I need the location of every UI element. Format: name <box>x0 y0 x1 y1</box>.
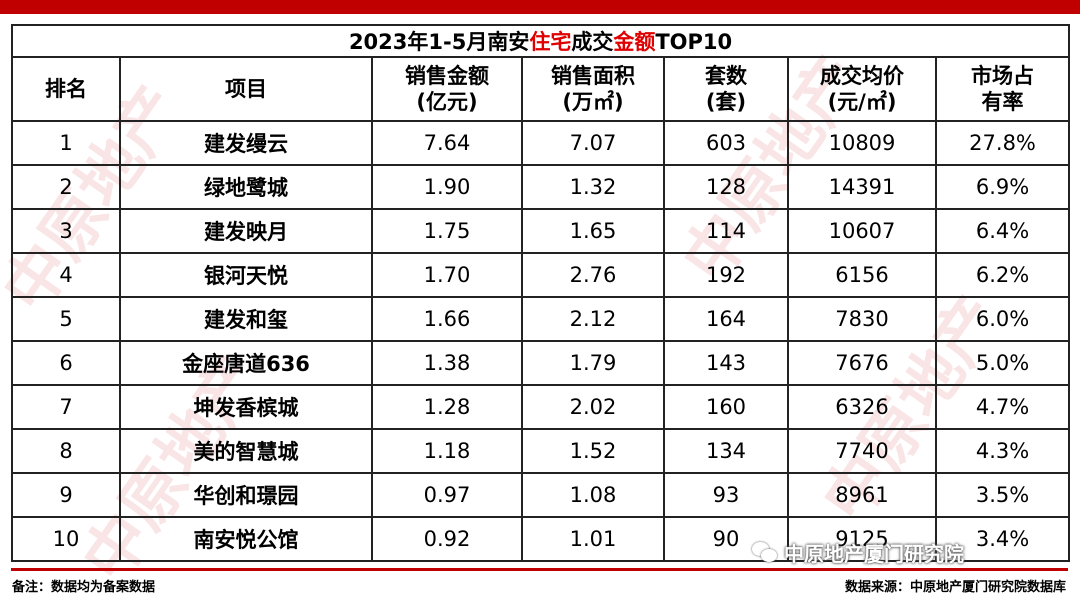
table-row: 10 南安悦公馆 0.92 1.01 90 9125 3.4% <box>11 516 1071 562</box>
share-cell: 6.2% <box>934 252 1071 298</box>
footer-source: 数据来源：中原地产厦门研究院数据库 <box>844 580 1066 595</box>
share-cell: 5.0% <box>934 340 1071 386</box>
project-cell: 建发和玺 <box>119 296 373 342</box>
amount-cell: 1.75 <box>371 208 523 254</box>
amount-cell: 1.28 <box>371 384 523 430</box>
top-red-bar <box>0 0 1080 14</box>
project-cell: 建发映月 <box>119 208 373 254</box>
area-cell: 1.08 <box>521 472 665 518</box>
rank-cell: 2 <box>11 164 121 210</box>
area-cell: 1.52 <box>521 428 665 474</box>
units-cell: 192 <box>663 252 789 298</box>
footer-note: 备注：数据均为备案数据 <box>12 580 156 595</box>
area-cell: 2.02 <box>521 384 665 430</box>
price-cell: 6156 <box>787 252 937 298</box>
header-units: 套数 (套) <box>663 56 789 122</box>
price-cell: 7676 <box>787 340 937 386</box>
share-cell: 3.5% <box>934 472 1071 518</box>
units-cell: 128 <box>663 164 789 210</box>
share-cell: 27.8% <box>934 120 1071 166</box>
rank-cell: 10 <box>11 516 121 562</box>
wechat-icon <box>752 541 778 564</box>
table-row: 4 银河天悦 1.70 2.76 192 6156 6.2% <box>11 252 1071 298</box>
header-area: 销售面积 (万㎡) <box>521 56 665 122</box>
wechat-badge: 中原地产厦门研究院 <box>752 538 964 567</box>
header-price: 成交均价 (元/㎡) <box>787 56 937 122</box>
units-cell: 143 <box>663 340 789 386</box>
table-row: 5 建发和玺 1.66 2.12 164 7830 6.0% <box>11 296 1071 342</box>
area-cell: 1.79 <box>521 340 665 386</box>
title-highlight: 金额 <box>613 30 656 54</box>
header-rank: 排名 <box>11 56 121 122</box>
share-cell: 4.7% <box>934 384 1071 430</box>
share-cell: 3.4% <box>934 516 1071 562</box>
rank-cell: 4 <box>11 252 121 298</box>
ranking-table: 2023年1-5月南安住宅成交金额TOP10 排名 项目 销售金额 (亿元) 销售… <box>10 24 1071 562</box>
table-title: 2023年1-5月南安住宅成交金额TOP10 <box>10 24 1071 58</box>
amount-cell: 0.97 <box>371 472 523 518</box>
rank-cell: 5 <box>11 296 121 342</box>
rank-cell: 6 <box>11 340 121 386</box>
share-cell: 6.0% <box>934 296 1071 342</box>
header-amount: 销售金额 (亿元) <box>371 56 523 122</box>
price-cell: 14391 <box>787 164 937 210</box>
area-cell: 2.76 <box>521 252 665 298</box>
table-row: 7 坤发香槟城 1.28 2.02 160 6326 4.7% <box>11 384 1071 430</box>
price-cell: 6326 <box>787 384 937 430</box>
units-cell: 160 <box>663 384 789 430</box>
title-row: 2023年1-5月南安住宅成交金额TOP10 <box>10 24 1071 58</box>
area-cell: 2.12 <box>521 296 665 342</box>
price-cell: 10809 <box>787 120 937 166</box>
rank-cell: 3 <box>11 208 121 254</box>
footer-divider <box>11 568 1068 571</box>
price-cell: 8961 <box>787 472 937 518</box>
project-cell: 建发缦云 <box>119 120 373 166</box>
table-row: 6 金座唐道636 1.38 1.79 143 7676 5.0% <box>11 340 1071 386</box>
project-cell: 南安悦公馆 <box>119 516 373 562</box>
units-cell: 93 <box>663 472 789 518</box>
amount-cell: 0.92 <box>371 516 523 562</box>
price-cell: 7740 <box>787 428 937 474</box>
area-cell: 1.01 <box>521 516 665 562</box>
project-cell: 金座唐道636 <box>119 340 373 386</box>
project-cell: 绿地鹭城 <box>119 164 373 210</box>
area-cell: 1.65 <box>521 208 665 254</box>
header-row: 排名 项目 销售金额 (亿元) 销售面积 (万㎡) 套数 (套) 成交均价 (元/㎡) … <box>11 56 1071 122</box>
header-project: 项目 <box>119 56 373 122</box>
rank-cell: 8 <box>11 428 121 474</box>
area-cell: 7.07 <box>521 120 665 166</box>
table-row: 1 建发缦云 7.64 7.07 603 10809 27.8% <box>11 120 1071 166</box>
project-cell: 坤发香槟城 <box>119 384 373 430</box>
share-cell: 4.3% <box>934 428 1071 474</box>
price-cell: 9125 <box>787 516 937 562</box>
amount-cell: 1.70 <box>371 252 523 298</box>
area-cell: 1.32 <box>521 164 665 210</box>
header-share: 市场占 有率 <box>934 56 1071 122</box>
share-cell: 6.4% <box>934 208 1071 254</box>
project-cell: 美的智慧城 <box>119 428 373 474</box>
price-cell: 10607 <box>787 208 937 254</box>
rank-cell: 9 <box>11 472 121 518</box>
table-row: 8 美的智慧城 1.18 1.52 134 7740 4.3% <box>11 428 1071 474</box>
amount-cell: 1.18 <box>371 428 523 474</box>
table-row: 9 华创和璟园 0.97 1.08 93 8961 3.5% <box>11 472 1071 518</box>
rank-cell: 7 <box>11 384 121 430</box>
amount-cell: 1.90 <box>371 164 523 210</box>
table-row: 2 绿地鹭城 1.90 1.32 128 14391 6.9% <box>11 164 1071 210</box>
amount-cell: 1.66 <box>371 296 523 342</box>
project-cell: 华创和璟园 <box>119 472 373 518</box>
title-highlight: 住宅 <box>529 30 572 54</box>
share-cell: 6.9% <box>934 164 1071 210</box>
wechat-account-name: 中原地产厦门研究院 <box>784 542 964 566</box>
units-cell: 164 <box>663 296 789 342</box>
units-cell: 603 <box>663 120 789 166</box>
amount-cell: 1.38 <box>371 340 523 386</box>
rank-cell: 1 <box>11 120 121 166</box>
project-cell: 银河天悦 <box>119 252 373 298</box>
table-row: 3 建发映月 1.75 1.65 114 10607 6.4% <box>11 208 1071 254</box>
price-cell: 7830 <box>787 296 937 342</box>
units-cell: 114 <box>663 208 789 254</box>
amount-cell: 7.64 <box>371 120 523 166</box>
units-cell: 134 <box>663 428 789 474</box>
